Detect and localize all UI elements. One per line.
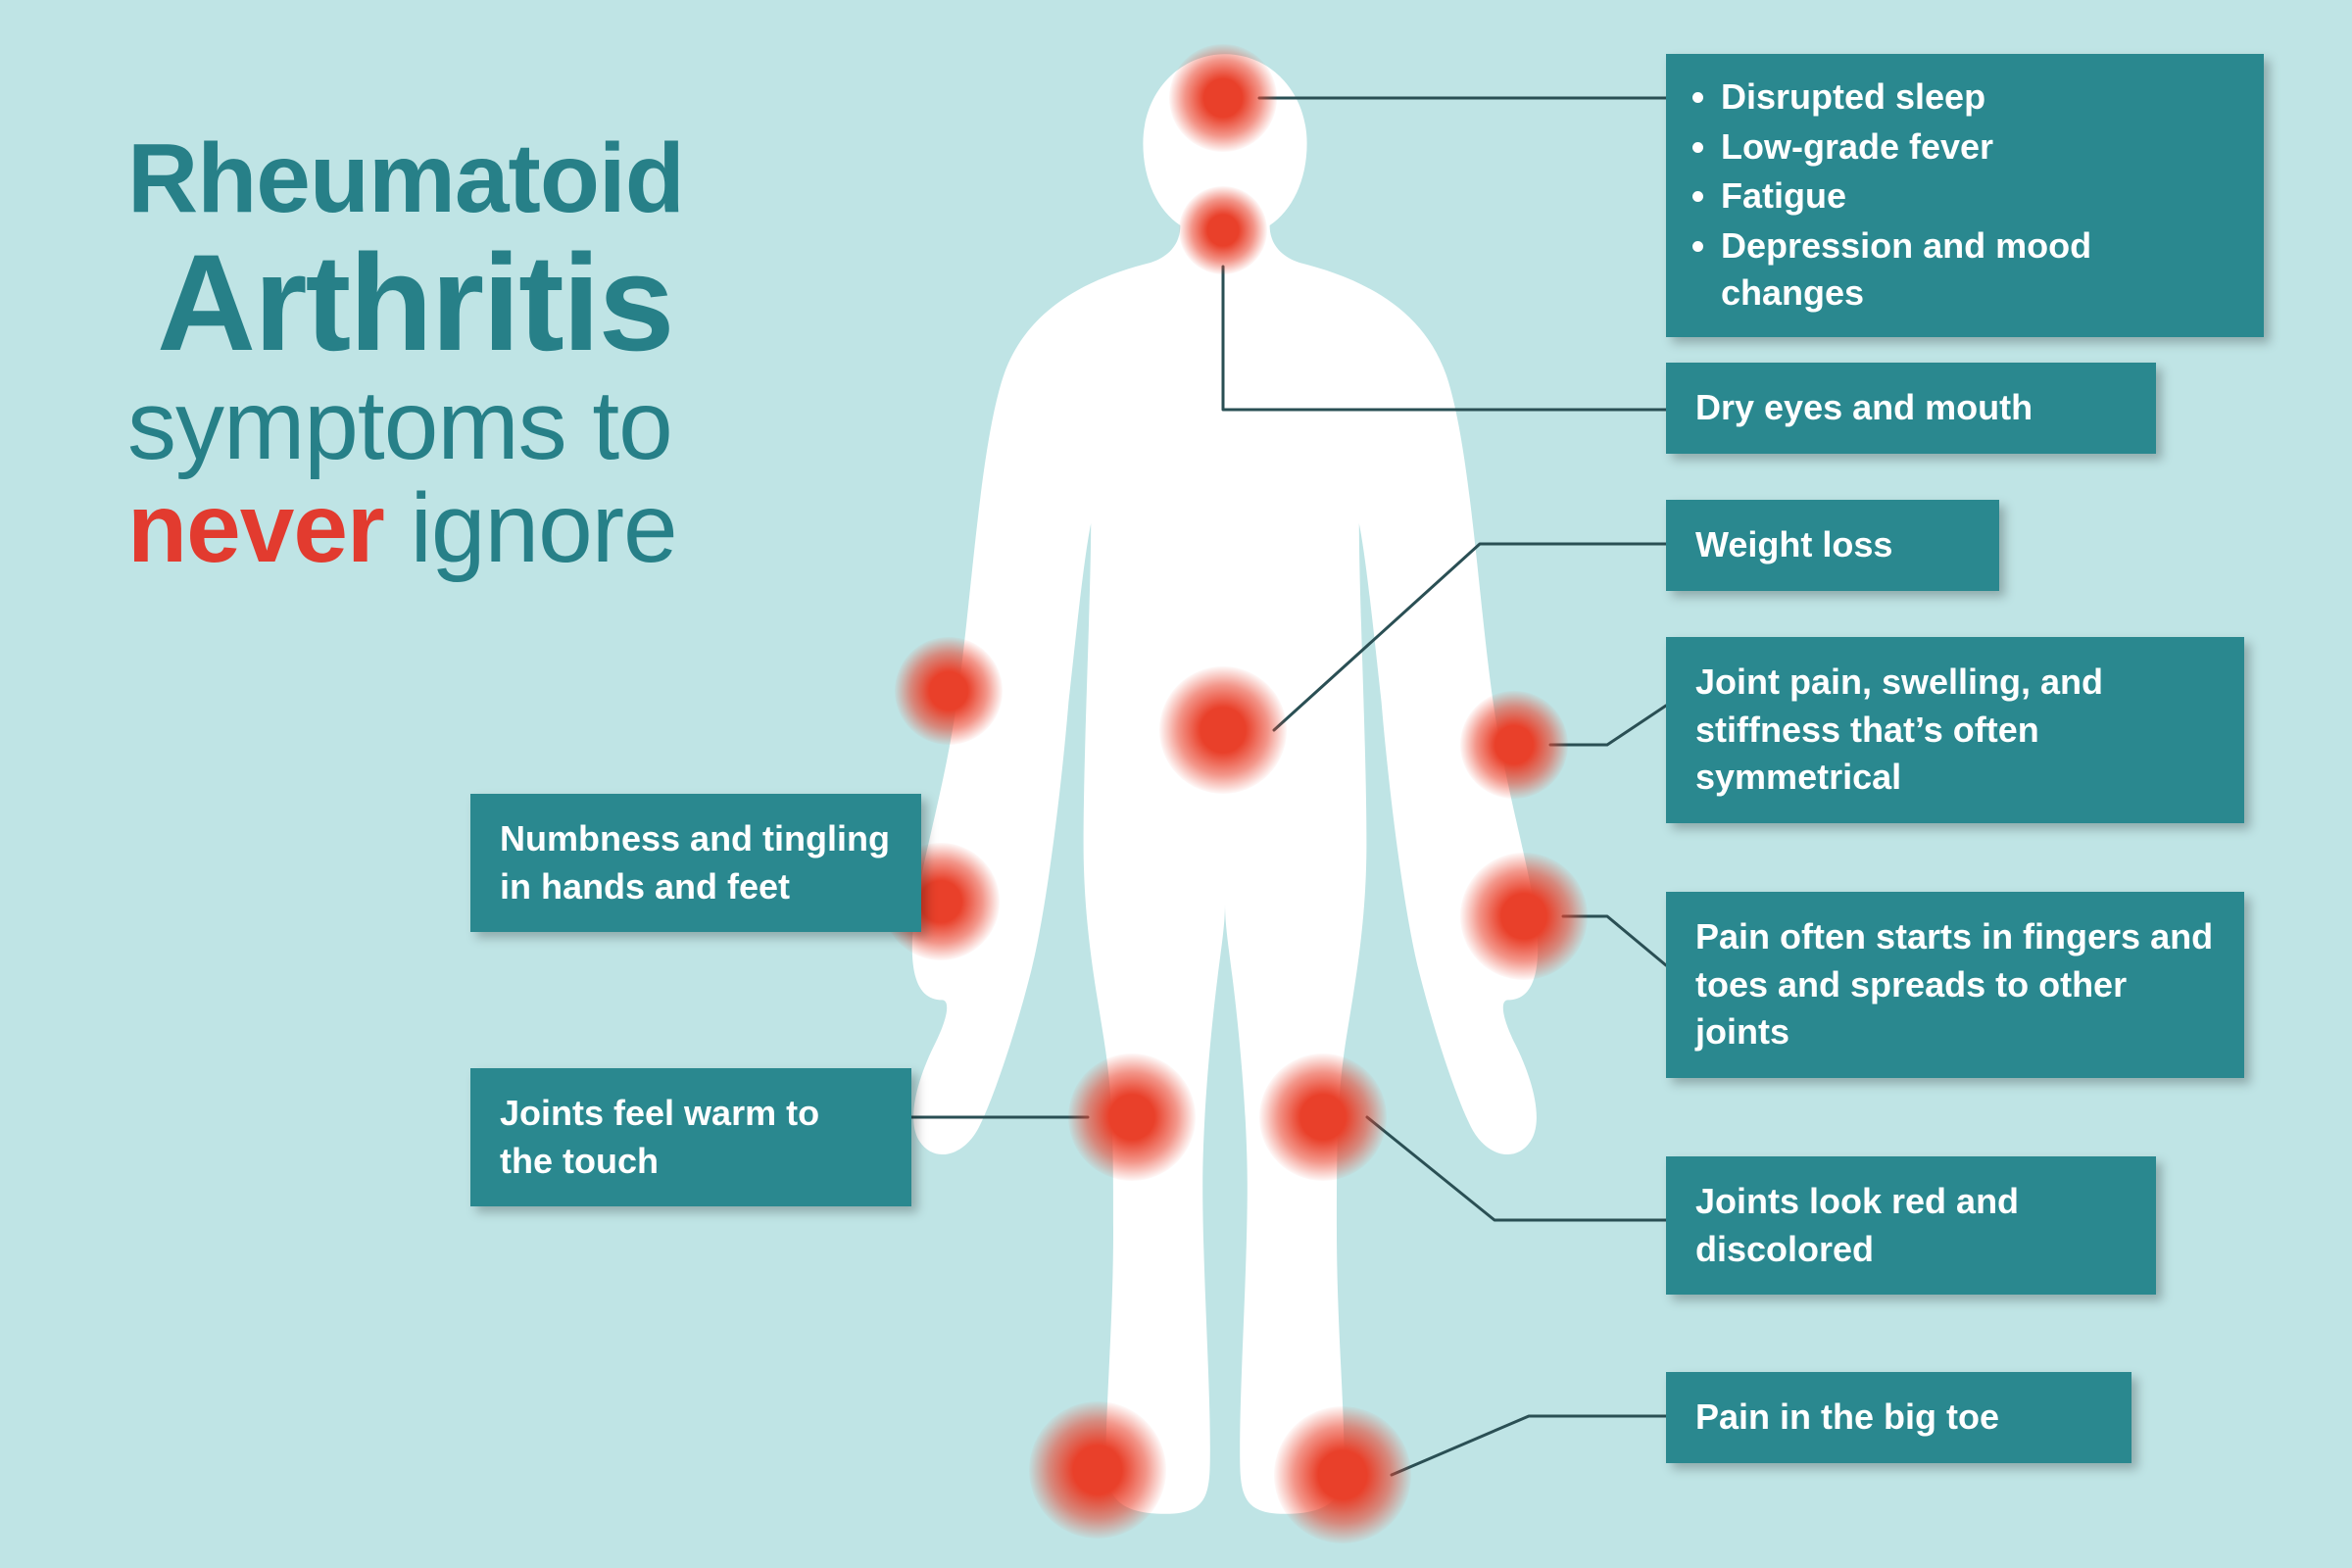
callout-general-item: Depression and mood changes bbox=[1721, 222, 2236, 318]
title-line-1: Rheumatoid bbox=[127, 127, 684, 230]
body-path bbox=[912, 54, 1538, 1514]
callout-general-item: Disrupted sleep bbox=[1721, 74, 2236, 122]
callout-weight-text: Weight loss bbox=[1695, 524, 1892, 564]
callout-dry-text: Dry eyes and mouth bbox=[1695, 387, 2033, 427]
callout-jointpain: Joint pain, swelling, and stiffness that… bbox=[1666, 637, 2244, 823]
callout-dry: Dry eyes and mouth bbox=[1666, 363, 2156, 454]
callout-general-item: Low-grade fever bbox=[1721, 123, 2236, 172]
body-silhouette bbox=[853, 39, 1597, 1529]
callout-jointpain-text: Joint pain, swelling, and stiffness that… bbox=[1695, 662, 2103, 797]
title-line-4: never ignore bbox=[127, 477, 684, 580]
callout-warm-text: Joints feel warm to the touch bbox=[500, 1093, 819, 1181]
callout-general-list: Disrupted sleepLow-grade feverFatigueDep… bbox=[1688, 74, 2236, 318]
callout-bigtoe: Pain in the big toe bbox=[1666, 1372, 2132, 1463]
title-line-2: Arthritis bbox=[157, 230, 684, 374]
callout-redjoints-text: Joints look red and discolored bbox=[1695, 1181, 2019, 1269]
callout-redjoints: Joints look red and discolored bbox=[1666, 1156, 2156, 1295]
infographic-canvas: Rheumatoid Arthritis symptoms to never i… bbox=[0, 0, 2352, 1568]
callout-bigtoe-text: Pain in the big toe bbox=[1695, 1396, 1999, 1437]
callout-numbness-text: Numbness and tingling in hands and feet bbox=[500, 818, 890, 906]
callout-numbness: Numbness and tingling in hands and feet bbox=[470, 794, 921, 932]
callout-weight: Weight loss bbox=[1666, 500, 1999, 591]
title-block: Rheumatoid Arthritis symptoms to never i… bbox=[127, 127, 684, 580]
callout-warm: Joints feel warm to the touch bbox=[470, 1068, 911, 1206]
callout-general: Disrupted sleepLow-grade feverFatigueDep… bbox=[1666, 54, 2264, 337]
title-line-3: symptoms to bbox=[127, 374, 684, 477]
callout-spreads: Pain often starts in fingers and toes an… bbox=[1666, 892, 2244, 1078]
title-line-4-rest: ignore bbox=[384, 473, 677, 583]
callout-general-item: Fatigue bbox=[1721, 172, 2236, 220]
title-accent: never bbox=[127, 473, 384, 583]
callout-spreads-text: Pain often starts in fingers and toes an… bbox=[1695, 916, 2213, 1052]
